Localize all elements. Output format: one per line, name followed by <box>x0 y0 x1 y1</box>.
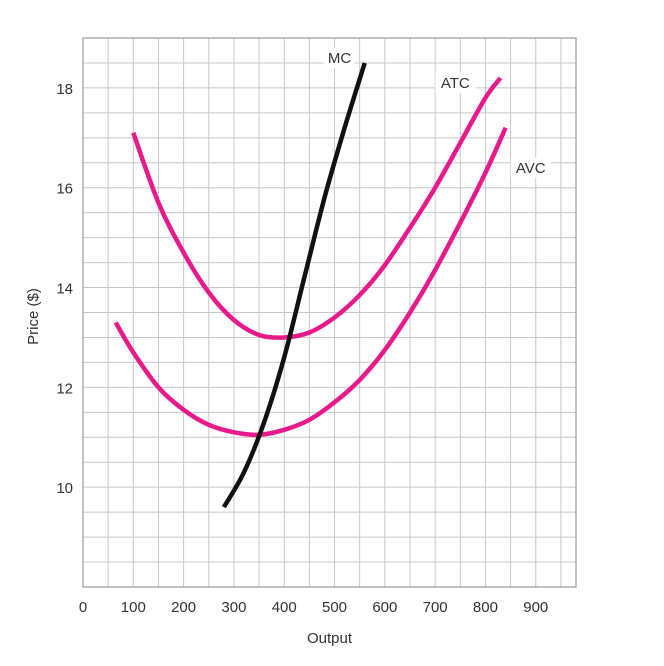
curve-labels: MC ATC AVC <box>324 47 551 178</box>
curve-label-atc: ATC <box>441 75 470 92</box>
curve-label-avc: AVC <box>516 160 546 177</box>
curve-label-background <box>510 157 551 178</box>
series-mc-line <box>221 62 367 509</box>
y-tick-label: 10 <box>56 480 73 497</box>
series-layer <box>113 62 508 509</box>
y-tick-label: 16 <box>56 181 73 198</box>
y-tick-label: 18 <box>56 81 73 98</box>
x-tick-label: 100 <box>121 599 146 616</box>
x-tick-label: 800 <box>473 599 498 616</box>
x-tick-label: 400 <box>272 599 297 616</box>
x-tick-label: 700 <box>423 599 448 616</box>
y-tick-label: 12 <box>56 380 73 397</box>
curve-label-background <box>435 72 476 93</box>
x-axis-title: Output <box>307 630 353 647</box>
x-tick-label: 300 <box>221 599 246 616</box>
x-tick-label: 500 <box>322 599 347 616</box>
curve-label-mc: MC <box>328 50 351 67</box>
grid <box>82 37 576 588</box>
y-tick-label: 14 <box>56 281 73 298</box>
y-axis-title: Price ($) <box>25 288 42 345</box>
x-tick-labels: 0 100 200 300 400 500 600 700 800 900 <box>79 599 548 616</box>
x-tick-label: 0 <box>79 599 87 616</box>
y-tick-labels: 10 12 14 16 18 <box>56 81 73 497</box>
plot-frame <box>82 37 577 588</box>
series-avc-line <box>113 126 508 438</box>
curve-label-background <box>324 47 355 68</box>
series-atc-line <box>131 76 503 340</box>
x-tick-label: 900 <box>523 599 548 616</box>
x-tick-label: 200 <box>171 599 196 616</box>
x-tick-label: 600 <box>372 599 397 616</box>
